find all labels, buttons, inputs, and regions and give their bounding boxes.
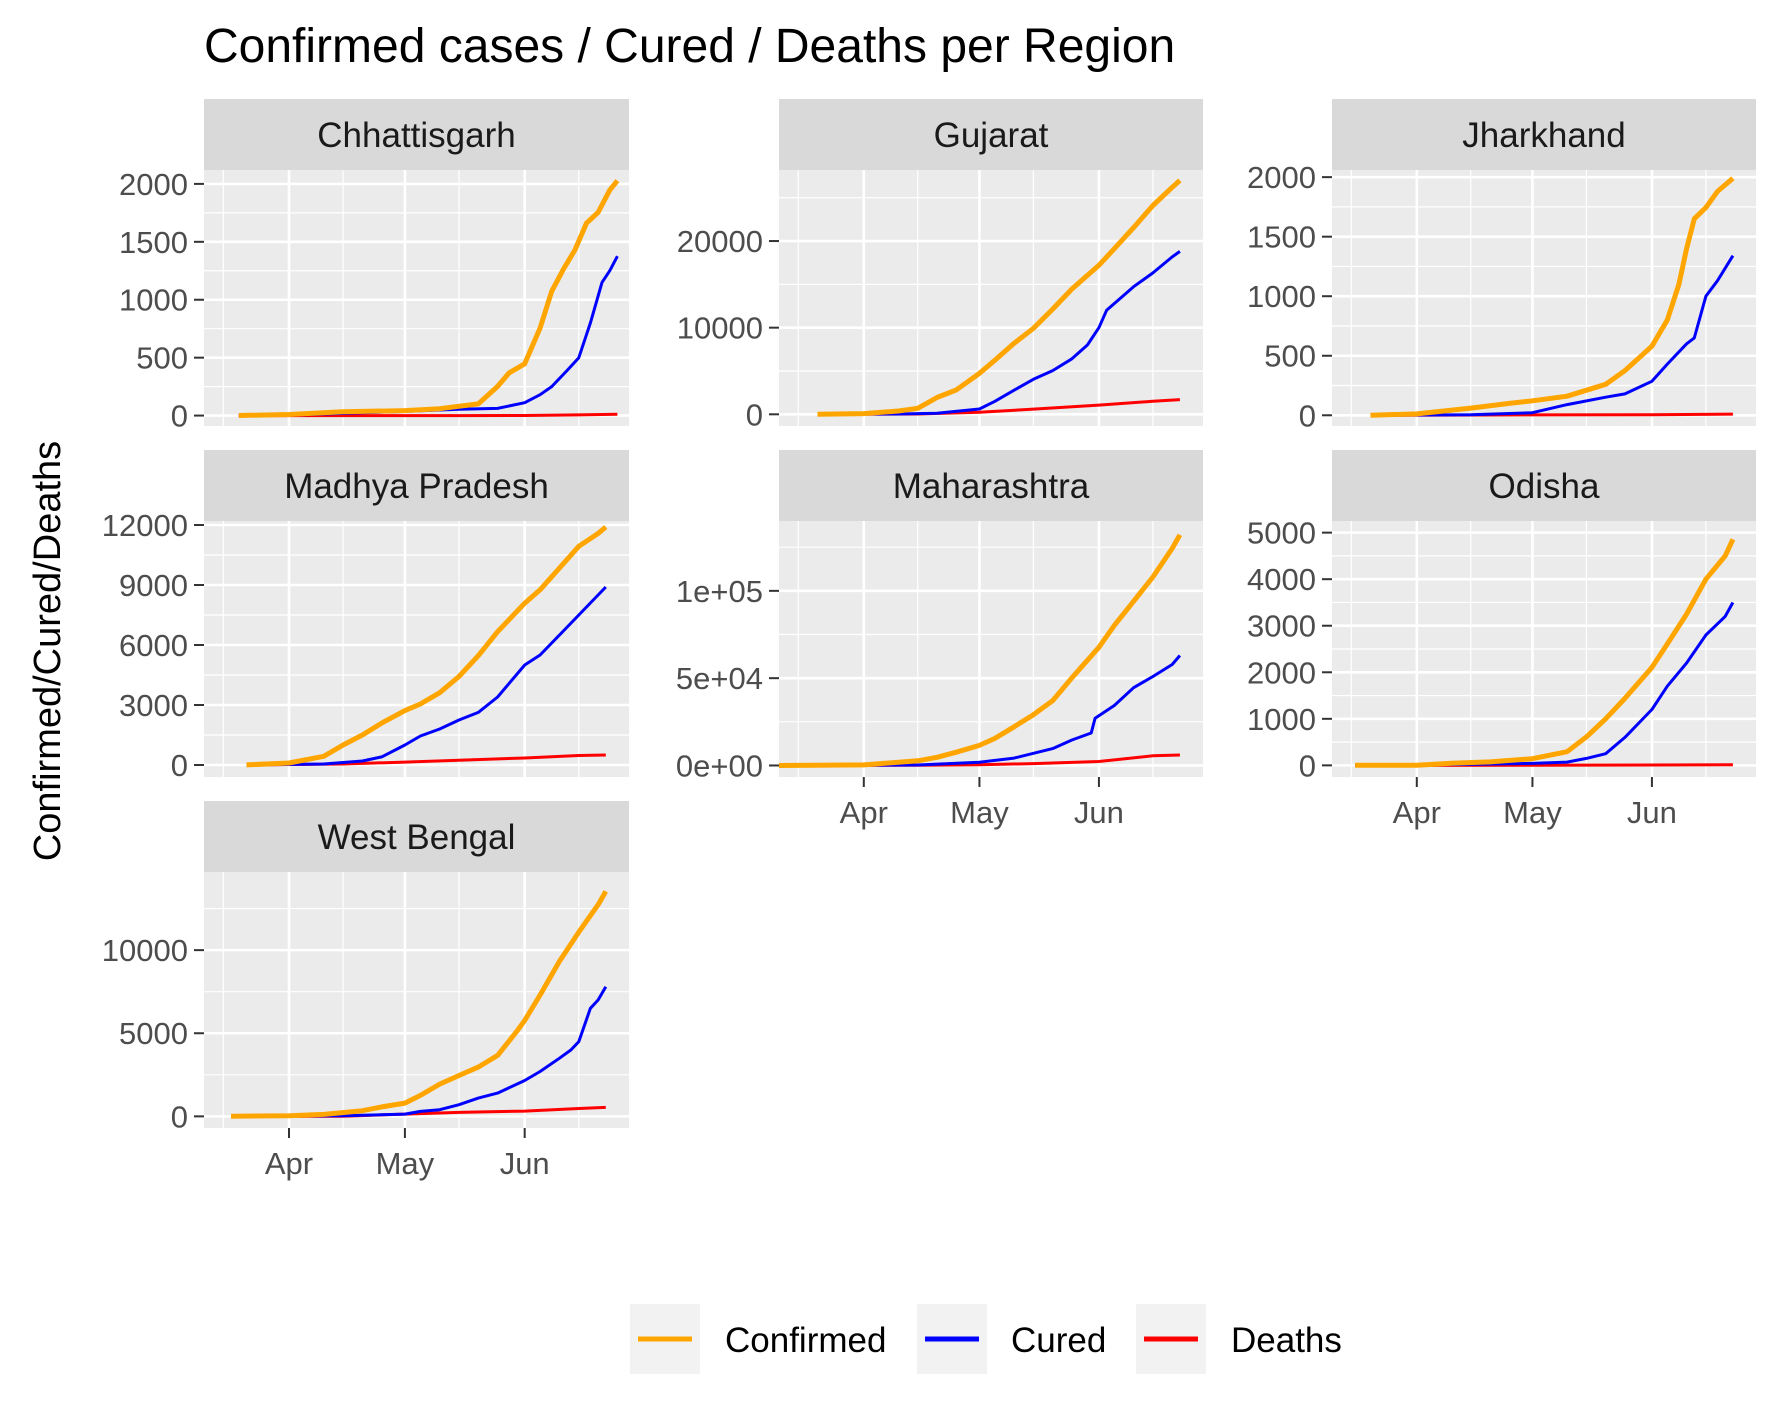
y-tick-label: 9000 xyxy=(119,568,188,603)
chart-title: Confirmed cases / Cured / Deaths per Reg… xyxy=(204,20,1175,73)
panel-west-bengal: West Bengal 0 5000 10000 Apr May Jun xyxy=(102,801,629,1181)
facet-strip-label: Odisha xyxy=(1489,467,1600,506)
y-tick-label: 1500 xyxy=(1247,220,1316,255)
x-tick-label: Jun xyxy=(500,1146,550,1181)
y-tick-label: 2000 xyxy=(1247,655,1316,690)
series-line-confirmed xyxy=(817,178,1182,417)
series-line-confirmed xyxy=(778,533,1183,768)
facet-strip xyxy=(1332,450,1756,521)
panel-background xyxy=(779,521,1203,777)
series-line-cured xyxy=(246,585,607,767)
series-line-cured xyxy=(1370,254,1735,417)
facet-strip xyxy=(204,801,629,872)
y-tick-label: 1000 xyxy=(119,283,188,318)
panel-odisha: Odisha 0 1000 2000 3000 4000 5000 Apr May Jun xyxy=(1247,450,1756,830)
series-line-cured xyxy=(230,985,608,1118)
panel-background xyxy=(779,170,1203,426)
series-line-confirmed xyxy=(246,525,608,768)
series-line-confirmed xyxy=(238,179,620,418)
series-line-cured xyxy=(1355,601,1735,767)
facet-strip xyxy=(204,99,629,170)
panel-background xyxy=(1332,170,1756,426)
facet-strip xyxy=(1332,99,1756,170)
series-line-confirmed xyxy=(230,890,608,1119)
y-tick-label: 0 xyxy=(171,1099,188,1134)
y-tick-label: 0 xyxy=(171,748,188,783)
y-tick-label: 10000 xyxy=(102,933,188,968)
series-line-cured xyxy=(778,654,1182,767)
x-tick-label: May xyxy=(1503,795,1562,830)
facet-strip-label: Maharashtra xyxy=(893,467,1090,506)
x-tick-label: May xyxy=(950,795,1009,830)
panel-background xyxy=(204,872,629,1128)
y-tick-label: 0 xyxy=(1299,748,1316,783)
y-tick-label: 0 xyxy=(746,397,763,432)
y-tick-label: 1500 xyxy=(119,225,188,260)
facet-strip xyxy=(779,99,1203,170)
y-tick-label: 1000 xyxy=(1247,702,1316,737)
facet-strip xyxy=(204,450,629,521)
y-tick-label: 2000 xyxy=(119,167,188,202)
y-tick-label: 1e+05 xyxy=(676,574,763,609)
x-tick-label: Apr xyxy=(265,1146,313,1181)
facet-strip-label: Jharkhand xyxy=(1462,116,1625,155)
series-line-deaths xyxy=(238,412,618,418)
facet-strip-label: Madhya Pradesh xyxy=(284,467,549,506)
series-line-confirmed xyxy=(1355,538,1736,768)
y-tick-label: 2000 xyxy=(1247,160,1316,195)
y-tick-label: 3000 xyxy=(1247,609,1316,644)
y-tick-label: 3000 xyxy=(119,688,188,723)
y-tick-label: 4000 xyxy=(1247,562,1316,597)
y-tick-label: 0 xyxy=(1299,398,1316,433)
y-tick-label: 12000 xyxy=(102,508,188,543)
facet-strip xyxy=(779,450,1203,521)
y-tick-label: 5e+04 xyxy=(676,661,763,696)
y-tick-label: 20000 xyxy=(677,224,763,259)
series-line-cured xyxy=(817,250,1181,416)
panel-madhya-pradesh: Madhya Pradesh 0 3000 6000 9000 12000 xyxy=(102,450,629,783)
x-tick-label: Jun xyxy=(1074,795,1124,830)
y-tick-label: 0 xyxy=(171,399,188,434)
facet-panels: Chhattisgarh 0 500 1000 1500 2000 Gujarat 0 1000… xyxy=(102,99,1756,1181)
panel-jharkhand: Jharkhand 0 500 1000 1500 2000 xyxy=(1247,99,1756,433)
facet-strip-label: Chhattisgarh xyxy=(317,116,515,155)
x-tick-label: Apr xyxy=(840,795,888,830)
facet-strip-label: Gujarat xyxy=(934,116,1049,155)
panel-maharashtra: Maharashtra 0e+00 5e+04 1e+05 Apr May Jun xyxy=(676,450,1203,830)
y-tick-label: 5000 xyxy=(119,1016,188,1051)
panel-background xyxy=(204,170,629,426)
legend-label: Cured xyxy=(1011,1321,1106,1360)
legend-item-cured: Cured xyxy=(917,1304,1106,1374)
y-tick-label: 500 xyxy=(1264,339,1316,374)
series-line-confirmed xyxy=(1370,176,1735,418)
facet-strip-label: West Bengal xyxy=(318,818,516,857)
y-tick-label: 5000 xyxy=(1247,516,1316,551)
legend-label: Confirmed xyxy=(725,1321,886,1360)
legend-item-deaths: Deaths xyxy=(1136,1304,1342,1374)
x-tick-label: Jun xyxy=(1627,795,1677,830)
legend-item-confirmed: Confirmed xyxy=(630,1304,886,1374)
y-tick-label: 6000 xyxy=(119,628,188,663)
x-tick-label: May xyxy=(376,1146,435,1181)
legend: Confirmed Cured Deaths xyxy=(630,1304,1342,1374)
y-axis-label: Confirmed/Cured/Deaths xyxy=(27,441,69,861)
panel-gujarat: Gujarat 0 10000 20000 xyxy=(677,99,1203,432)
panel-chhattisgarh: Chhattisgarh 0 500 1000 1500 2000 xyxy=(119,99,629,434)
legend-label: Deaths xyxy=(1231,1321,1342,1360)
x-tick-label: Apr xyxy=(1393,795,1441,830)
panel-background xyxy=(204,521,629,777)
y-tick-label: 10000 xyxy=(677,311,763,346)
y-tick-label: 0e+00 xyxy=(676,748,763,783)
y-tick-label: 500 xyxy=(136,341,188,376)
y-tick-label: 1000 xyxy=(1247,279,1316,314)
